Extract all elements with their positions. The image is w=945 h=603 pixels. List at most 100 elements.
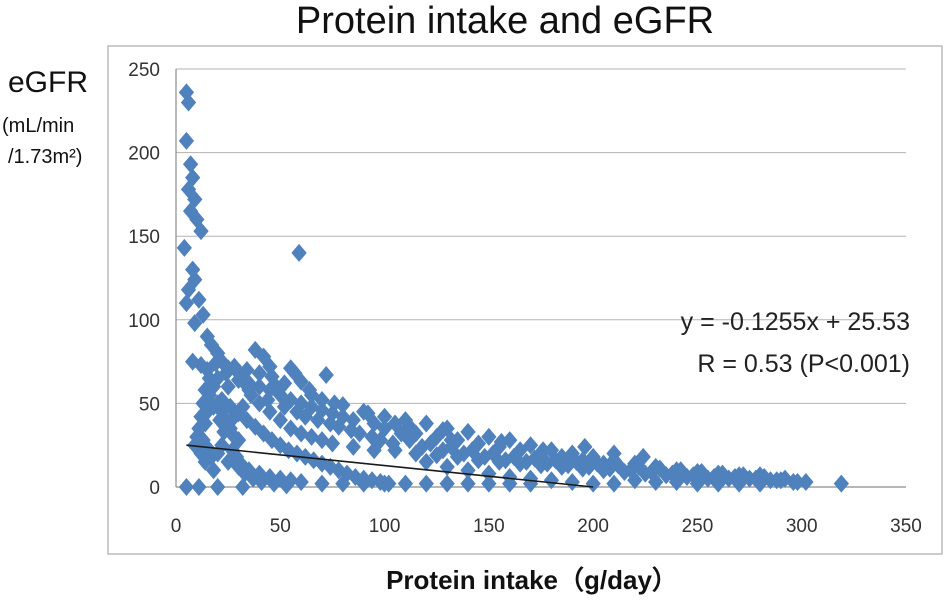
data-point	[785, 472, 802, 491]
data-point	[689, 474, 706, 493]
data-point	[314, 474, 330, 493]
x-tick-label: 200	[577, 516, 609, 537]
data-point	[193, 355, 209, 374]
data-point	[585, 474, 601, 493]
correlation-annotation: R = 0.53 (P<0.001)	[697, 350, 910, 378]
data-point	[187, 314, 203, 333]
data-point	[493, 432, 510, 451]
data-point	[575, 451, 591, 470]
x-tick-label: 100	[369, 516, 401, 537]
data-point	[381, 474, 397, 493]
y-tick-label: 50	[139, 394, 160, 415]
data-point	[731, 474, 747, 493]
data-point	[272, 411, 288, 430]
data-point	[180, 180, 197, 199]
x-tick-label: 50	[270, 516, 291, 537]
data-point	[197, 452, 213, 471]
data-point	[301, 381, 318, 400]
data-point	[314, 454, 330, 473]
data-point	[577, 437, 593, 456]
data-point	[266, 474, 282, 493]
data-point	[710, 474, 726, 493]
data-point	[235, 397, 251, 416]
data-point	[752, 474, 768, 493]
data-point	[176, 238, 192, 257]
data-point	[606, 444, 622, 463]
data-point	[512, 441, 528, 460]
data-point	[293, 372, 309, 391]
data-point	[214, 391, 230, 410]
data-point	[272, 469, 288, 488]
data-point	[522, 469, 539, 488]
x-tick-labels: 0 50 100 150 200 250 300 350	[171, 516, 922, 537]
data-point	[191, 290, 207, 309]
data-point	[193, 444, 209, 463]
data-point	[260, 391, 276, 410]
data-point	[203, 447, 220, 466]
data-point	[443, 431, 459, 450]
data-point	[502, 467, 518, 486]
data-point	[481, 464, 497, 483]
data-point	[180, 93, 197, 112]
data-point	[220, 377, 236, 396]
data-point	[237, 464, 253, 483]
data-point	[195, 305, 211, 324]
data-points	[176, 83, 849, 496]
data-point	[439, 474, 455, 493]
data-point	[401, 417, 418, 436]
data-point	[293, 472, 309, 491]
data-point	[418, 414, 434, 433]
data-point	[429, 427, 445, 446]
data-point	[652, 459, 668, 478]
data-point	[314, 401, 330, 420]
data-point	[460, 474, 476, 493]
data-point	[481, 474, 497, 493]
x-tick-label: 350	[890, 516, 922, 537]
y-tick-labels: 0 50 100 150 200 250	[128, 60, 160, 499]
data-point	[205, 461, 222, 480]
data-point	[216, 422, 232, 441]
data-point	[278, 476, 295, 495]
data-point	[264, 367, 280, 386]
plot-frame	[107, 45, 943, 555]
data-point	[210, 369, 226, 388]
data-point	[535, 441, 551, 460]
data-point	[210, 478, 226, 496]
data-point	[460, 461, 476, 480]
x-tick-label: 150	[473, 516, 505, 537]
data-point	[418, 474, 434, 493]
data-point	[339, 464, 355, 483]
data-point	[351, 424, 368, 443]
data-point	[397, 474, 414, 493]
trendline	[186, 444, 594, 488]
data-point	[243, 386, 259, 405]
data-point	[491, 452, 507, 471]
data-point	[272, 386, 288, 405]
data-point	[385, 434, 401, 453]
data-point	[220, 452, 236, 471]
data-point	[554, 447, 570, 466]
data-point	[387, 441, 403, 460]
data-point	[356, 469, 372, 488]
data-point	[387, 414, 403, 433]
gridlines	[176, 68, 906, 404]
data-point	[235, 478, 251, 496]
chart-title: Protein intake and eGFR	[296, 0, 714, 42]
data-point	[187, 436, 203, 455]
data-point	[289, 444, 305, 463]
data-point	[272, 436, 288, 455]
data-point	[318, 365, 334, 384]
data-point	[283, 391, 299, 410]
data-point	[360, 404, 376, 423]
data-point	[606, 474, 622, 493]
data-point	[648, 472, 664, 491]
data-point	[435, 421, 451, 440]
data-point	[230, 370, 247, 389]
data-point	[345, 437, 361, 456]
data-point	[502, 431, 518, 450]
data-point	[207, 354, 224, 373]
data-point	[668, 472, 685, 491]
y-tick-label: 100	[128, 311, 160, 332]
data-point	[178, 478, 195, 496]
